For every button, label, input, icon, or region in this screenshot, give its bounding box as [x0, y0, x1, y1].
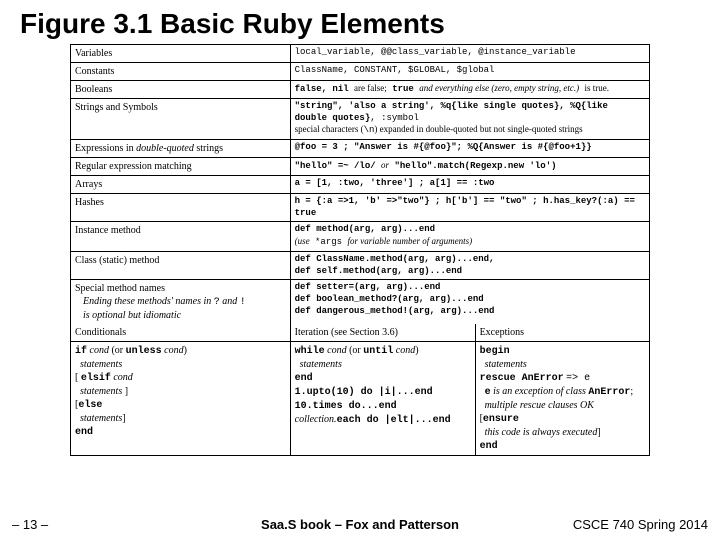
conditionals-cell: if cond (or unless cond) statements[ els… — [71, 342, 291, 455]
table-row: Special method namesEnding these methods… — [71, 280, 649, 324]
exceptions-header: Exceptions — [476, 324, 649, 341]
row-content: a = [1, :two, 'three'] ; a[1] == :two — [291, 176, 649, 193]
table-row: Variableslocal_variable, @@class_variabl… — [71, 45, 649, 63]
table-row: ConstantsClassName, CONSTANT, $GLOBAL, $… — [71, 63, 649, 81]
row-content: false, nil are false; true and everythin… — [291, 81, 649, 98]
row-label: Arrays — [71, 176, 291, 193]
row-label: Variables — [71, 45, 291, 62]
row-label: Strings and Symbols — [71, 99, 291, 139]
row-label: Instance method — [71, 222, 291, 250]
table-row: Arraysa = [1, :two, 'three'] ; a[1] == :… — [71, 176, 649, 194]
row-content: "string", 'also a string', %q{like singl… — [291, 99, 649, 139]
table-row: Instance methoddef method(arg, arg)...en… — [71, 222, 649, 251]
figure-title: Figure 3.1 Basic Ruby Elements — [0, 0, 720, 44]
page-number: – 13 – — [12, 517, 48, 532]
row-content: local_variable, @@class_variable, @insta… — [291, 45, 649, 62]
row-content: h = {:a =>1, 'b' =>"two"} ; h['b'] == "t… — [291, 194, 649, 221]
iteration-header: Iteration (see Section 3.6) — [291, 324, 476, 341]
table-row: Booleansfalse, nil are false; true and e… — [71, 81, 649, 99]
row-content: @foo = 3 ; "Answer is #{@foo}"; %Q{Answe… — [291, 140, 649, 157]
ruby-elements-table: Variableslocal_variable, @@class_variabl… — [70, 44, 650, 456]
table-row: Class (static) methoddef ClassName.metho… — [71, 252, 649, 280]
table-row: Strings and Symbols"string", 'also a str… — [71, 99, 649, 140]
row-content: def setter=(arg, arg)...enddef boolean_m… — [291, 280, 649, 324]
table-row: Hashesh = {:a =>1, 'b' =>"two"} ; h['b']… — [71, 194, 649, 222]
table-row: Expressions in double-quoted strings@foo… — [71, 140, 649, 158]
row-label: Class (static) method — [71, 252, 291, 279]
bottom-row: if cond (or unless cond) statements[ els… — [71, 342, 649, 455]
row-content: ClassName, CONSTANT, $GLOBAL, $global — [291, 63, 649, 80]
section-headers: Conditionals Iteration (see Section 3.6)… — [71, 324, 649, 342]
row-label: Regular expression matching — [71, 158, 291, 175]
row-content: "hello" =~ /lo/ or "hello".match(Regexp.… — [291, 158, 649, 175]
row-label: Special method namesEnding these methods… — [71, 280, 291, 324]
footer-caption: Saa.S book – Fox and Patterson — [261, 517, 459, 532]
row-content: def ClassName.method(arg, arg)...end,def… — [291, 252, 649, 279]
row-label: Booleans — [71, 81, 291, 98]
row-content: def method(arg, arg)...end(use *args for… — [291, 222, 649, 250]
row-label: Constants — [71, 63, 291, 80]
course-label: CSCE 740 Spring 2014 — [573, 517, 708, 532]
conditionals-header: Conditionals — [71, 324, 291, 341]
row-label: Hashes — [71, 194, 291, 221]
table-row: Regular expression matching"hello" =~ /l… — [71, 158, 649, 176]
exceptions-cell: begin statementsrescue AnError => e e is… — [476, 342, 649, 455]
iteration-cell: while cond (or until cond) statementsend… — [291, 342, 476, 455]
row-label: Expressions in double-quoted strings — [71, 140, 291, 157]
footer: – 13 – Saa.S book – Fox and Patterson CS… — [0, 517, 720, 532]
